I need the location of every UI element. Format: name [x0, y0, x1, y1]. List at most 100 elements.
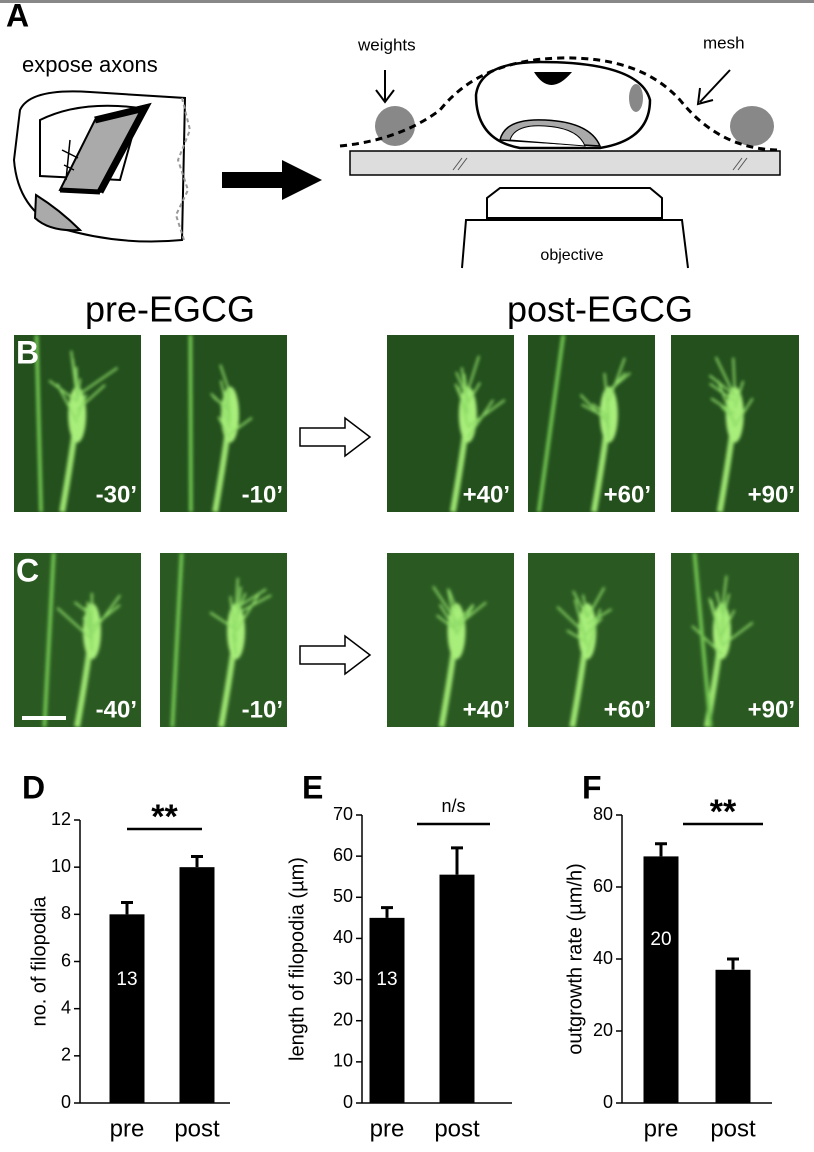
filopodium — [457, 386, 469, 427]
time-label: +40’ — [463, 696, 510, 723]
filopodium — [75, 366, 79, 393]
n-label: 13 — [376, 969, 397, 990]
micrograph: +90’ — [671, 335, 799, 512]
y-tick-label: 8 — [61, 903, 71, 923]
time-label: +40’ — [463, 481, 510, 508]
image-bg — [671, 553, 799, 727]
panel-label: E — [302, 769, 323, 805]
axon — [536, 335, 566, 512]
filopodium — [70, 350, 79, 400]
y-axis-title: length of filopodia (µm) — [286, 857, 308, 1061]
big-arrow — [222, 160, 322, 200]
panel-label: F — [582, 769, 602, 805]
significance-label: ** — [151, 798, 178, 836]
filopodium — [720, 575, 728, 613]
y-tick-label: 70 — [333, 804, 353, 824]
mesh-label: mesh — [703, 33, 745, 52]
filopodium — [566, 629, 588, 644]
error-bar — [191, 855, 203, 868]
filopodium — [84, 606, 94, 642]
filopodium — [48, 379, 78, 403]
top-border — [0, 0, 814, 3]
charts: Dno. of filopodia 0 2 4 6 8 10 12 pre post 13 ** Ele… — [22, 769, 772, 1142]
y-tick-label: 20 — [593, 1020, 613, 1040]
filopodium — [586, 608, 612, 625]
filopodium — [219, 380, 232, 423]
filopodium — [708, 597, 723, 645]
filopodium — [581, 594, 589, 618]
arrow — [299, 634, 372, 676]
y-tick-label: 4 — [61, 997, 71, 1017]
filopodium — [455, 603, 475, 625]
filopodium — [581, 403, 610, 420]
time-label: +90’ — [748, 481, 795, 508]
image-grid: -30’ B -10’ +40’ +60’ +90’ -40’ C -10’ +40’ +60’ +9… — [14, 334, 799, 727]
filopodium — [91, 594, 121, 635]
filopodium — [219, 364, 231, 394]
y-tick-label: 2 — [61, 1045, 71, 1065]
filopodium — [607, 357, 626, 402]
growth-cone — [536, 335, 631, 512]
filopodium — [235, 593, 260, 632]
bar — [179, 867, 215, 1103]
filopodium — [714, 356, 736, 397]
growth-cone — [432, 585, 487, 727]
objective-label: objective — [540, 247, 603, 264]
panel-label: B — [16, 334, 39, 370]
micrograph: -40’ C — [14, 552, 141, 727]
growth-cone — [449, 355, 506, 512]
axon — [42, 553, 56, 727]
cone — [725, 386, 744, 443]
axon — [34, 335, 44, 512]
filopodium — [604, 416, 610, 440]
filopodium — [608, 372, 627, 393]
weights-label: weights — [357, 35, 416, 54]
filopodium — [467, 399, 506, 428]
y-tick-label: 50 — [333, 886, 353, 906]
panel-label: D — [22, 769, 45, 805]
bar — [643, 856, 679, 1103]
time-label: +60’ — [604, 696, 651, 723]
cone — [68, 386, 87, 443]
filopodium — [235, 588, 267, 609]
y-tick-label: 40 — [593, 948, 613, 968]
bar — [439, 874, 475, 1103]
panel-label: A — [6, 0, 29, 33]
filopodium — [235, 577, 239, 608]
y-tick-label: 10 — [51, 856, 71, 876]
y-tick-label: 0 — [603, 1092, 613, 1112]
filopodium — [229, 596, 238, 643]
time-label: -10’ — [242, 696, 283, 723]
x-tick-label: post — [174, 1115, 220, 1142]
filopodium — [572, 590, 589, 619]
error-bar — [121, 901, 133, 915]
x-tick-label: post — [434, 1115, 480, 1142]
image-bg — [14, 553, 141, 727]
filopodium — [708, 374, 736, 396]
filopodium — [591, 403, 610, 418]
n-label: 13 — [116, 969, 137, 990]
cone — [458, 386, 477, 443]
panel-label: C — [16, 552, 39, 588]
post-title: post-EGCG — [507, 289, 693, 330]
filopodium — [229, 416, 253, 435]
y-tick-label: 0 — [343, 1092, 353, 1112]
axon — [692, 553, 713, 727]
filopodium — [733, 397, 754, 428]
y-tick-label: 10 — [333, 1051, 353, 1071]
time-label: -40’ — [96, 696, 137, 723]
filopodium — [438, 603, 458, 633]
x-tick-label: post — [710, 1115, 756, 1142]
filopodium — [467, 399, 495, 439]
y-tick-label: 12 — [51, 809, 71, 829]
caption: expose axons — [22, 52, 158, 77]
filopodium — [733, 380, 745, 408]
filopodium — [460, 367, 469, 413]
filopodium — [579, 393, 610, 426]
growth-cone — [708, 356, 754, 512]
y-tick-label: 60 — [593, 876, 613, 896]
filopodium — [717, 380, 736, 426]
filopodium — [227, 392, 232, 420]
